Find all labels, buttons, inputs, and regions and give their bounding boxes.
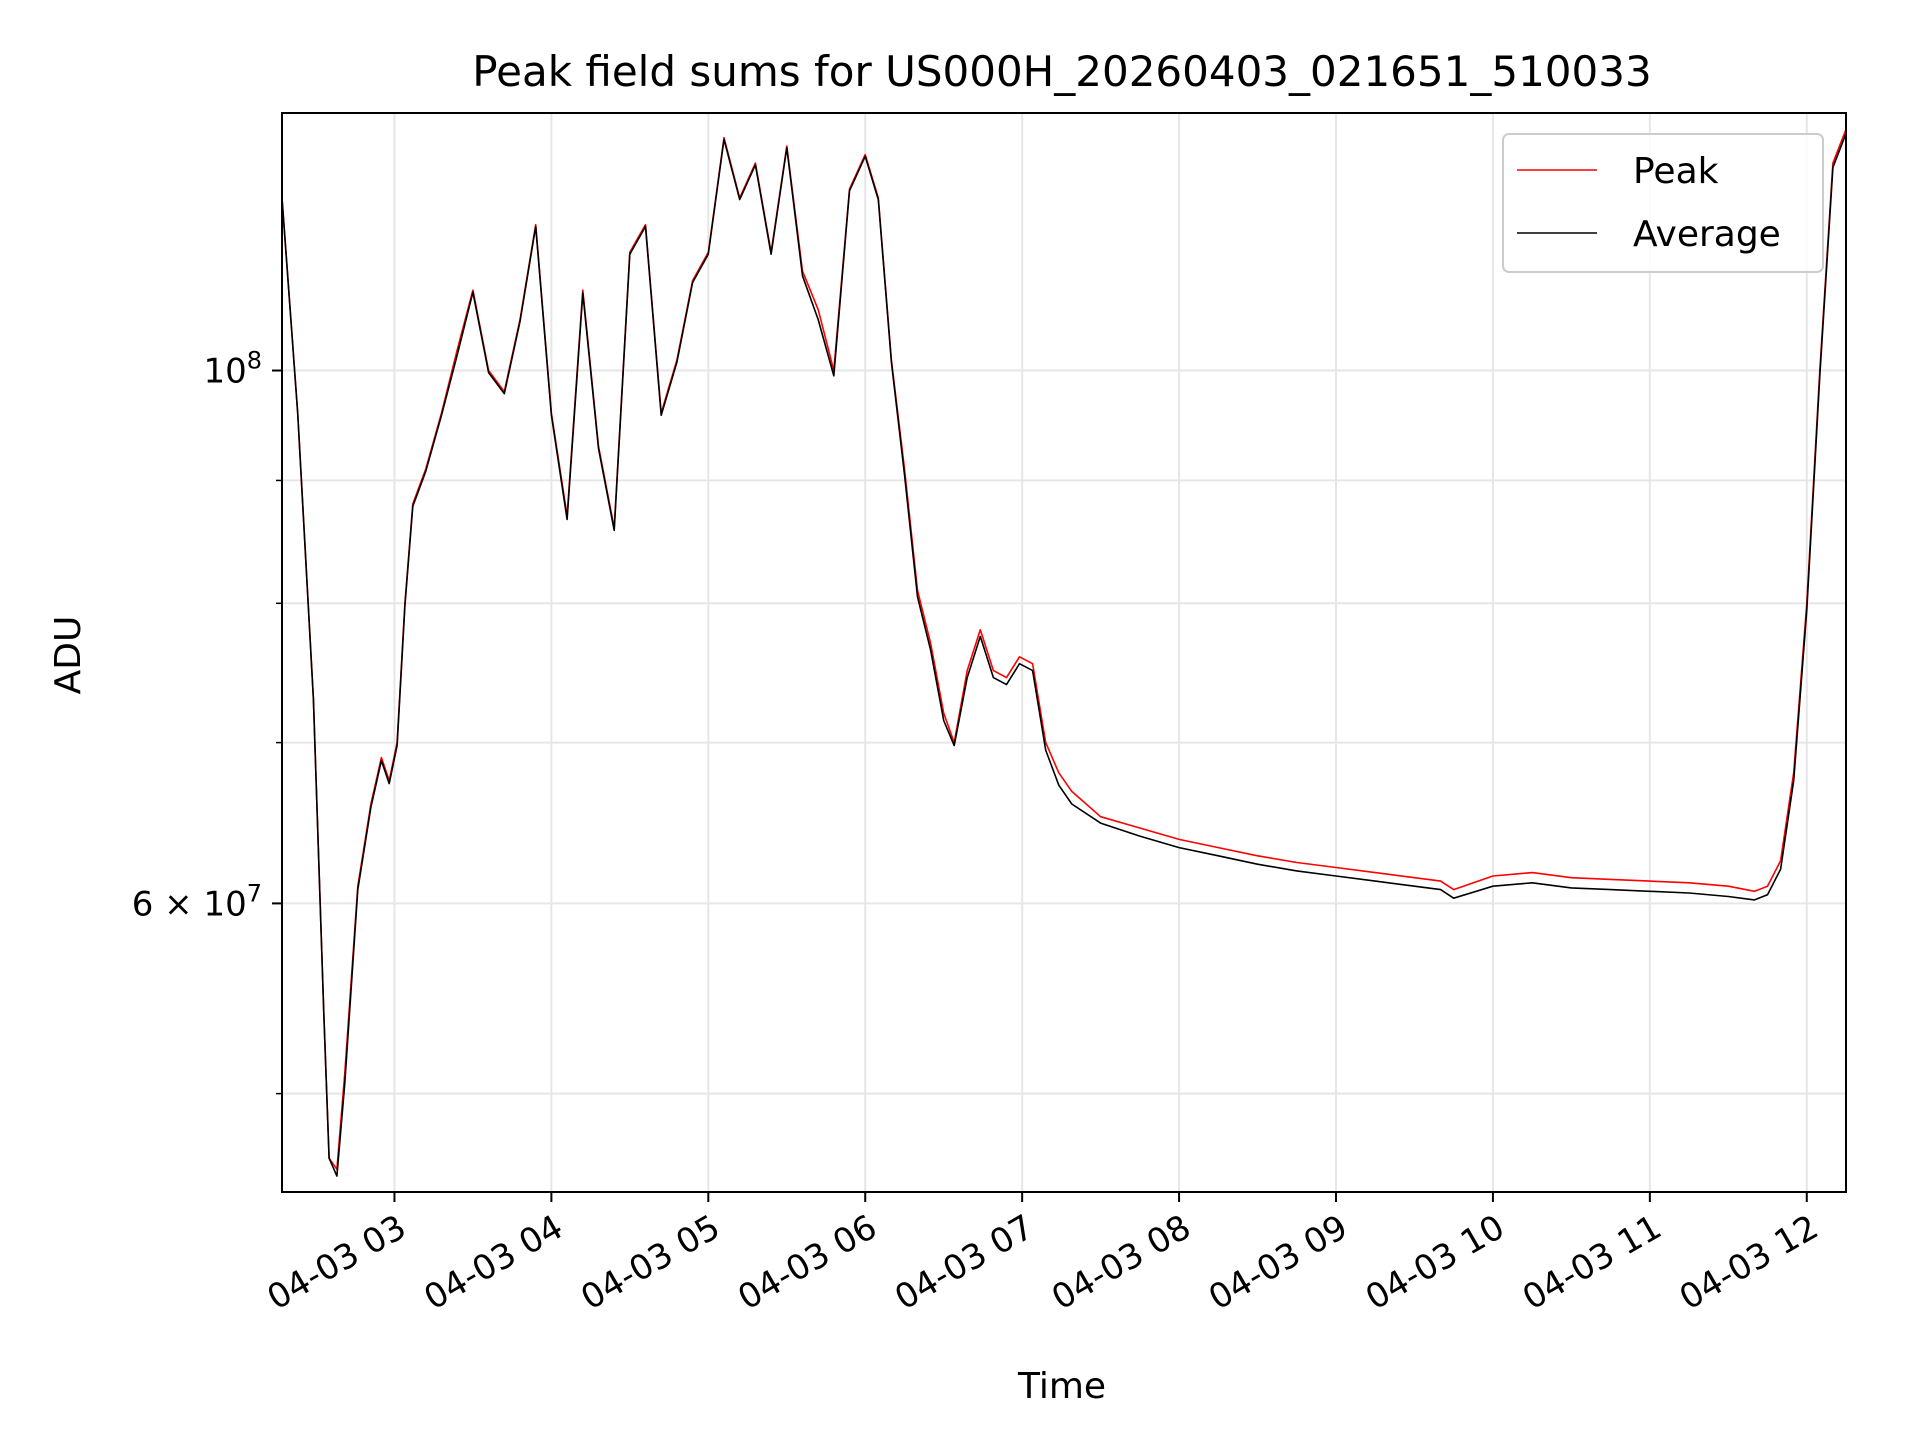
- chart-title: Peak field sums for US000H_20260403_0216…: [472, 47, 1651, 96]
- legend-box: [1502, 133, 1824, 273]
- y-tick-label-mult: 6 ×: [132, 884, 204, 924]
- grid: [282, 113, 1846, 1192]
- y-tick-label-exp: 7: [247, 879, 262, 907]
- y-tick-label: 108: [203, 347, 262, 392]
- series-line-average: [281, 133, 1847, 1177]
- legend-label-peak: Peak: [1633, 151, 1719, 192]
- y-tick-label: 6 × 107: [132, 879, 262, 924]
- axes-frame: [281, 112, 1847, 1193]
- y-tick-label-exp: 8: [247, 347, 262, 375]
- series-layer: [281, 129, 1847, 1177]
- y-tick-label-base: 10: [203, 352, 246, 392]
- y-axis-label: ADU: [48, 616, 89, 695]
- x-axis-label: Time: [1017, 1366, 1106, 1407]
- y-tick-label-base: 10: [203, 884, 246, 924]
- legend: Peak Average: [1502, 133, 1824, 273]
- legend-label-average: Average: [1633, 214, 1781, 255]
